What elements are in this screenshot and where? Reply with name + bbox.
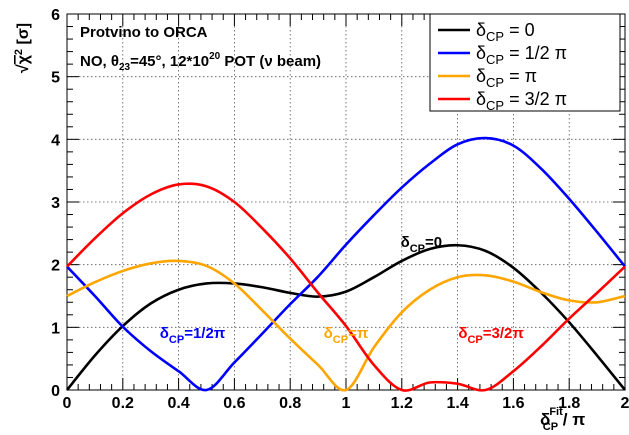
series-line-3: [66, 182, 626, 392]
y-tick-label: 2: [51, 258, 60, 275]
x-tick-label: 0.8: [279, 395, 301, 412]
y-axis-label-unit: [σ]: [15, 23, 32, 49]
title-mid: =45°, 12*10: [130, 53, 209, 70]
annotation-3: δCP=3/2π: [458, 325, 524, 346]
y-tick-label: 0: [51, 383, 60, 400]
y-tick-label: 1: [51, 320, 60, 337]
x-tick-label: 1.2: [391, 395, 413, 412]
y-tick-label: 4: [51, 132, 60, 149]
x-tick-label: 1: [342, 395, 351, 412]
x-axis-label-suffix: / π: [558, 410, 585, 429]
x-tick-label: 1.8: [558, 395, 580, 412]
y-axis-label-chi: χ: [15, 54, 32, 64]
x-axis-label-sub: CP: [543, 421, 558, 433]
legend-entry-2: δCP = π: [476, 66, 537, 90]
x-tick-label: 1.4: [446, 395, 468, 412]
y-axis-label-sup: 2: [13, 49, 25, 55]
chart-title-line-1: Protvino to ORCA: [80, 24, 208, 41]
chart-title-line-2: NO, θ23=45°, 12*1020 POT (ν beam): [80, 51, 321, 73]
y-tick-label: 3: [51, 195, 60, 212]
title-sup: 20: [209, 51, 221, 62]
legend-entry-1: δCP = 1/2 π: [476, 43, 567, 67]
series-line-2: [66, 259, 626, 392]
legend-entry-0: δCP = 0: [476, 20, 535, 44]
series-line-0: [65, 243, 627, 391]
title-prefix: NO, θ: [80, 53, 119, 70]
x-axis-label-delta: δ: [540, 410, 550, 429]
x-tick-label: 0: [63, 395, 72, 412]
annotation-2: δCP=π: [324, 325, 369, 346]
x-tick-label: 0.2: [112, 395, 134, 412]
x-tick-label: 2: [621, 395, 629, 412]
annotation-1: δCP=1/2π: [160, 325, 226, 346]
annotations: δCP=0 δCP=1/2π δCP=π δCP=3/2π: [160, 234, 525, 346]
title-suffix: POT (ν beam): [220, 53, 321, 70]
y-axis-label: √χ2 [σ]: [13, 23, 32, 73]
x-axis-label: δFit CP / π: [540, 406, 585, 433]
x-axis-label-sup: Fit: [549, 406, 563, 418]
series-lines: [65, 136, 627, 392]
legend-entry-3: δCP = 3/2 π: [476, 89, 567, 113]
title-sub: 23: [119, 62, 131, 73]
x-tick-label: 0.4: [167, 395, 189, 412]
y-tick-label: 5: [51, 70, 60, 87]
x-tick-label: 1.6: [502, 395, 524, 412]
series-line-1: [66, 136, 627, 392]
x-tick-label: 0.6: [223, 395, 245, 412]
y-tick-label: 6: [51, 7, 60, 24]
annotation-0: δCP=0: [401, 234, 443, 255]
y-axis-label-sqrt: √: [15, 64, 32, 73]
